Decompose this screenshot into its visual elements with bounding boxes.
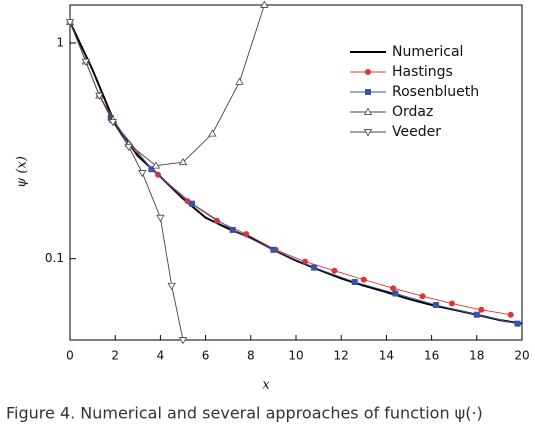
legend-marker	[363, 107, 373, 115]
legend-marker	[365, 89, 371, 95]
marker	[270, 246, 277, 253]
marker	[392, 290, 399, 297]
legend-label: Veeder	[392, 124, 441, 140]
marker	[478, 306, 485, 313]
series-line	[110, 117, 518, 325]
legend-label: Numerical	[392, 44, 463, 60]
marker	[419, 293, 426, 300]
marker	[148, 166, 155, 173]
x-tick-label: 2	[111, 349, 119, 363]
marker	[473, 311, 480, 318]
marker	[189, 200, 196, 207]
marker	[81, 58, 91, 66]
legend-marker	[363, 129, 373, 137]
marker	[184, 198, 191, 205]
marker	[351, 279, 358, 286]
marker	[311, 264, 318, 271]
caption: Figure 4. Numerical and several approach…	[6, 404, 483, 423]
y-axis-label: ψ (x)	[15, 156, 30, 188]
x-tick-label: 16	[424, 349, 439, 363]
x-tick-label: 0	[66, 349, 74, 363]
marker	[208, 129, 217, 137]
marker	[178, 157, 188, 166]
marker	[65, 19, 75, 27]
marker	[124, 144, 133, 152]
marker	[95, 92, 104, 100]
legend-label: Hastings	[392, 64, 453, 80]
marker	[229, 226, 236, 233]
marker	[151, 161, 161, 169]
marker	[433, 302, 440, 309]
marker	[507, 311, 514, 318]
x-tick-label: 8	[247, 349, 255, 363]
marker	[331, 267, 338, 274]
y-tick-label: 1	[56, 35, 64, 49]
marker	[178, 337, 188, 345]
x-tick-label: 12	[334, 349, 349, 363]
x-axis-label: x	[262, 378, 270, 393]
marker	[138, 170, 147, 178]
legend-marker	[365, 69, 371, 75]
y-tick-label: 0.1	[45, 251, 64, 265]
x-tick-label: 20	[514, 349, 529, 363]
x-tick-label: 6	[202, 349, 210, 363]
marker	[156, 214, 165, 222]
x-tick-label: 10	[288, 349, 303, 363]
marker	[514, 320, 521, 327]
legend	[345, 40, 515, 142]
marker	[260, 0, 269, 8]
marker	[448, 300, 455, 307]
series-line	[70, 21, 522, 325]
legend-label: Rosenblueth	[392, 84, 479, 100]
marker	[360, 276, 367, 283]
marker	[235, 77, 244, 85]
x-tick-label: 4	[157, 349, 165, 363]
x-tick-label: 18	[469, 349, 484, 363]
marker	[167, 282, 176, 290]
x-tick-label: 14	[379, 349, 394, 363]
marker	[108, 119, 118, 127]
marker	[390, 285, 397, 292]
legend-label: Ordaz	[392, 104, 433, 120]
